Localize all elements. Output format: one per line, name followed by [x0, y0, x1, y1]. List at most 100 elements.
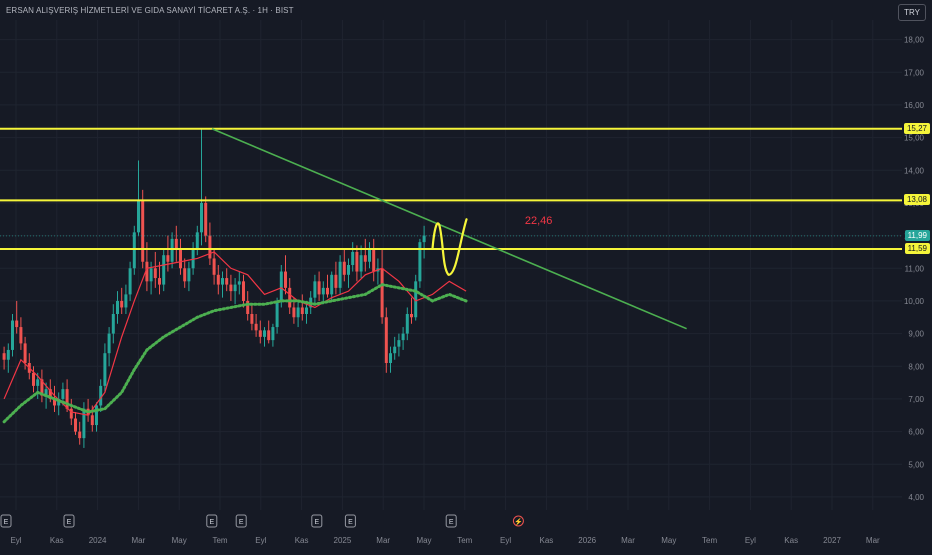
candle-body — [107, 333, 111, 354]
candle-body — [284, 271, 287, 288]
candle-body — [179, 248, 182, 269]
y-tick-label: 11,00 — [905, 264, 925, 273]
candle-body — [380, 268, 384, 318]
y-tick-label: 4,00 — [908, 493, 924, 502]
candle-body — [317, 281, 321, 295]
earnings-event-label: E — [209, 519, 214, 526]
candle-body — [69, 408, 73, 419]
x-tick-label: Eyl — [745, 536, 756, 545]
y-tick-label: 17,00 — [904, 68, 925, 77]
y-tick-label: 16,00 — [904, 101, 925, 110]
candle-body — [342, 261, 346, 275]
candle-body — [153, 268, 157, 279]
y-tick-label: 6,00 — [908, 428, 924, 437]
candle-body — [116, 300, 119, 314]
x-tick-label: Mar — [621, 536, 635, 545]
candle-body — [208, 235, 212, 259]
x-tick-label: 2027 — [823, 536, 841, 545]
x-tick-label: Eyl — [500, 536, 511, 545]
x-tick-label: Mar — [376, 536, 390, 545]
candle-body — [233, 284, 237, 292]
candle-body — [137, 199, 140, 233]
candle-body — [292, 307, 296, 318]
candle-body — [271, 327, 275, 341]
candle-body — [321, 287, 325, 295]
earnings-event-label: E — [4, 519, 9, 526]
earnings-event-marker — [206, 514, 218, 528]
candle-body — [338, 261, 342, 288]
candle-body — [61, 389, 65, 399]
level-price-tag: 15,27 — [903, 122, 930, 134]
candle-body — [267, 330, 271, 341]
candle-body — [158, 278, 161, 285]
symbol-title: ERSAN ALIŞVERIŞ HİZMETLERİ VE GIDA SANAY… — [6, 6, 294, 15]
x-tick-label: Kas — [295, 536, 309, 545]
x-tick-label: Tem — [457, 536, 472, 545]
currency-badge[interactable]: TRY — [898, 4, 926, 21]
x-tick-label: May — [661, 536, 676, 545]
candle-body — [225, 278, 229, 285]
x-tick-label: Mar — [132, 536, 146, 545]
candle-body — [200, 202, 203, 233]
x-tick-label: Kas — [784, 536, 798, 545]
trendline — [211, 128, 687, 330]
candle-body — [389, 353, 392, 363]
candle-body — [15, 320, 19, 328]
candle-body — [258, 330, 262, 337]
candle-body — [384, 317, 388, 363]
candle-body — [170, 238, 174, 262]
y-tick-label: 14,00 — [904, 166, 925, 175]
candle-body — [422, 235, 426, 243]
y-tick-label: 9,00 — [908, 330, 924, 339]
candle-body — [78, 431, 82, 439]
candle-body — [334, 274, 338, 288]
candle-body — [221, 278, 224, 285]
candle-body — [279, 271, 283, 301]
candle-body — [237, 281, 241, 285]
candle-body — [191, 248, 195, 269]
candle-body — [242, 281, 245, 301]
candle-body — [330, 274, 334, 295]
y-tick-label: 5,00 — [908, 460, 924, 469]
candle-body — [305, 307, 308, 314]
level-price-tag: 11,59 — [904, 242, 930, 254]
candle-body — [32, 372, 35, 386]
x-tick-label: Kas — [540, 536, 554, 545]
candle-body — [132, 232, 136, 269]
ema-slow-line — [2, 283, 468, 424]
candle-body — [65, 389, 69, 409]
candle-body — [36, 379, 40, 386]
candle-body — [288, 287, 292, 308]
candle-body — [128, 268, 132, 295]
candle-body — [99, 385, 103, 406]
candle-body — [2, 353, 6, 360]
level-price-tag: 13,08 — [903, 194, 930, 206]
candle-body — [90, 415, 94, 426]
x-tick-label: Eyl — [10, 536, 21, 545]
candle-body — [216, 274, 220, 285]
candle-body — [124, 294, 128, 308]
projection-curve-drawing — [431, 218, 468, 276]
candle-body — [82, 408, 86, 439]
annotation-label: 22,46 — [525, 215, 553, 227]
earnings-event-label: E — [449, 519, 454, 526]
candle-body — [120, 300, 124, 308]
candle-body — [74, 418, 77, 432]
candle-body — [23, 343, 27, 363]
candle-body — [300, 307, 304, 314]
candle-body — [111, 314, 115, 334]
earnings-event-marker — [63, 514, 75, 528]
candle-body — [363, 255, 367, 262]
current-price-tag: 11,99 — [904, 229, 930, 241]
candle-body — [397, 340, 401, 347]
x-tick-label: Tem — [212, 536, 227, 545]
x-tick-label: May — [172, 536, 187, 545]
candle-body — [19, 327, 23, 344]
candle-body — [48, 389, 52, 399]
dividend-event-label: ⚡ — [514, 517, 523, 526]
dividend-event-icon — [512, 515, 524, 527]
x-tick-label: Mar — [866, 536, 880, 545]
earnings-event-label: E — [314, 519, 319, 526]
